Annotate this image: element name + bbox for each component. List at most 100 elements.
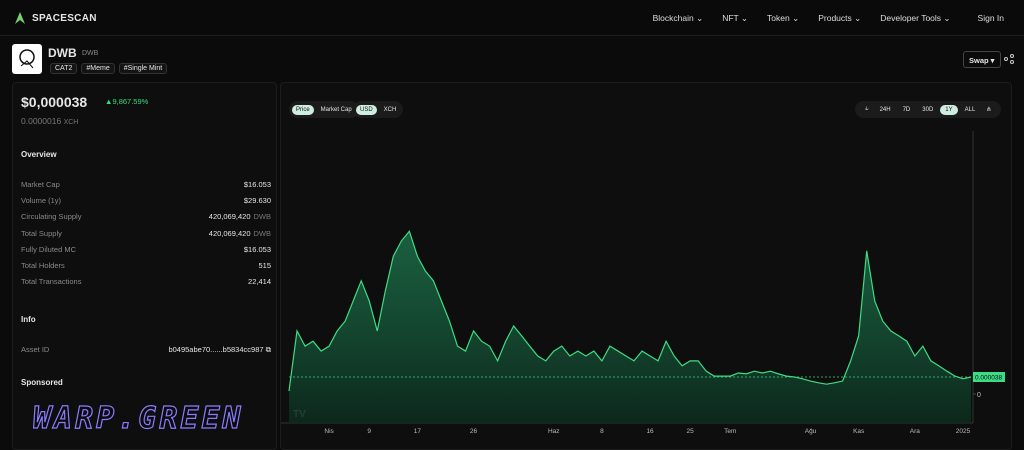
asset-id-label: Asset ID: [21, 345, 50, 354]
overview-row: Circulating Supply 420,069,420 DWB: [21, 212, 271, 221]
sign-in[interactable]: Sign In: [977, 13, 1004, 23]
nav-item-label: NFT: [722, 13, 739, 23]
x-tick-label: 8: [600, 428, 604, 435]
row-number: 420,069,420: [208, 212, 251, 222]
nav-item-label: Developer Tools: [880, 13, 942, 23]
row-number: $16.053: [243, 180, 271, 189]
row-label: Total Holders: [21, 261, 65, 270]
token-avatar: [12, 44, 42, 74]
x-tick-label: Haz: [548, 428, 560, 435]
row-label: Volume (1y): [21, 196, 62, 206]
x-tick-label: Ara: [910, 428, 921, 435]
currency-toggle: USD XCH: [353, 101, 404, 118]
range-option[interactable]: 30D: [922, 106, 934, 113]
brand[interactable]: SPACESCAN: [32, 13, 97, 24]
nav-item[interactable]: Products ⌄: [818, 13, 862, 23]
row-number: $16.053: [243, 244, 271, 254]
price-line: [288, 229, 972, 392]
row-value: 515: [258, 261, 271, 270]
sponsor-banner[interactable]: WARP.GREEN: [32, 400, 244, 436]
range-option[interactable]: 7D: [902, 106, 911, 113]
overview-row: Total Transactions 22,414: [21, 277, 271, 286]
token-symbol: DWB: [82, 50, 99, 57]
overview-row: Fully Diluted MC $16.053: [21, 245, 271, 254]
nav-items: Blockchain ⌄ NFT ⌄ Token ⌄ Products ⌄ Develo…: [653, 13, 1004, 24]
x-tick-label: Nis: [324, 428, 334, 435]
row-label: Market Cap: [21, 180, 60, 189]
row-unit: DWB: [253, 228, 272, 238]
x-tick-label: 25: [687, 428, 695, 435]
nav-item-label: Token: [767, 13, 790, 23]
row-label: Total Transactions: [21, 277, 82, 287]
token-tags: CAT2 #Meme #Single Mint: [50, 63, 168, 74]
swap-label: Swap: [969, 56, 989, 65]
range-option[interactable]: ALL: [964, 106, 976, 113]
overview-row: Market Cap $16.053: [21, 180, 271, 189]
row-label: Total Supply: [21, 228, 62, 238]
x-tick-label: 2025: [956, 428, 971, 435]
row-label: Fully Diluted MC: [21, 244, 77, 254]
chart-panel: Price Market Cap USD XCH ⫝ 24H 7D 30D 1Y ALL ⋔ T…: [280, 82, 1012, 450]
range-toggle: ⫝ 24H 7D 30D 1Y ALL ⋔: [855, 101, 1002, 118]
nav-item[interactable]: Developer Tools ⌄: [880, 13, 951, 23]
toggle-option[interactable]: USD: [356, 104, 377, 115]
indicator-icon[interactable]: ⫝: [865, 106, 869, 112]
x-tick-label: Tem: [724, 428, 736, 435]
y-tick-label: 0: [977, 392, 981, 399]
swap-button[interactable]: Swap ▾: [963, 51, 1001, 68]
price-area: [289, 231, 971, 423]
overview-title: Overview: [21, 150, 57, 159]
overview-row: Volume (1y) $29.630: [21, 196, 271, 205]
x-tick-label: 9: [367, 428, 371, 435]
nav-item[interactable]: NFT ⌄: [722, 13, 749, 23]
row-value: 420,069,420 DWB: [209, 212, 271, 221]
tag[interactable]: CAT2: [50, 63, 78, 74]
nav-item-label: Blockchain: [652, 13, 694, 23]
tag[interactable]: #Single Mint: [118, 63, 168, 74]
xch-unit: XCH: [63, 119, 79, 126]
metric-toggle: Price Market Cap: [289, 101, 359, 118]
share-chart-icon[interactable]: ⋔: [986, 107, 992, 113]
nav-item-label: Products: [818, 13, 852, 23]
toggle-option[interactable]: Market Cap: [320, 106, 352, 113]
row-number: 420,069,420: [208, 228, 251, 238]
row-value: $16.053: [244, 180, 271, 189]
price-xch: 0.0000016 XCH: [21, 116, 78, 126]
x-tick-label: Ağu: [805, 428, 817, 435]
x-tick-label: 17: [414, 428, 422, 435]
x-tick-label: 16: [646, 428, 654, 435]
logo: [15, 12, 25, 24]
sponsored-title: Sponsored: [21, 378, 63, 387]
price-usd: $0,000038: [21, 94, 88, 110]
row-number: 22,414: [248, 277, 271, 287]
price-chart: TV 0Nis91726Haz81625TemAğuKasAra20250.00…: [281, 131, 1005, 435]
last-price-label: 0.000038: [975, 375, 1002, 382]
x-tick-label: Kas: [853, 428, 865, 435]
row-value: $16.053: [244, 245, 271, 254]
share-icon[interactable]: [1004, 54, 1014, 64]
xch-value: 0.0000016: [21, 116, 62, 126]
price-change: ▲9,867.59%: [105, 97, 149, 106]
top-nav: SPACESCAN Blockchain ⌄ NFT ⌄ Token ⌄ Produc…: [0, 0, 1024, 36]
overview-row: Total Holders 515: [21, 261, 271, 270]
tag[interactable]: #Meme: [81, 63, 115, 74]
range-option[interactable]: 1Y: [940, 104, 958, 115]
change-value: 9,867.59%: [112, 97, 149, 106]
row-unit: DWB: [253, 212, 272, 222]
overview-row: Total Supply 420,069,420 DWB: [21, 229, 271, 238]
x-tick-label: 26: [470, 428, 478, 435]
asset-id[interactable]: b0495abe70......b5834cc987 ⧉: [168, 345, 271, 354]
range-option[interactable]: 24H: [879, 106, 891, 113]
asset-id-value: b0495abe70......b5834cc987: [168, 345, 264, 354]
row-number: $29.630: [243, 196, 271, 206]
last-price-tag: [973, 372, 1005, 383]
row-label: Circulating Supply: [21, 212, 82, 222]
nav-item[interactable]: Blockchain ⌄: [652, 13, 704, 23]
toggle-option[interactable]: XCH: [383, 106, 397, 113]
asset-id-row: Asset ID b0495abe70......b5834cc987 ⧉: [21, 345, 271, 355]
nav-item[interactable]: Token ⌄: [767, 13, 800, 23]
token-name: DWB: [48, 46, 77, 60]
toggle-option[interactable]: Price: [292, 104, 314, 115]
token-summary-panel: $0,000038 ▲9,867.59% 0.0000016 XCH Overv…: [12, 82, 277, 450]
